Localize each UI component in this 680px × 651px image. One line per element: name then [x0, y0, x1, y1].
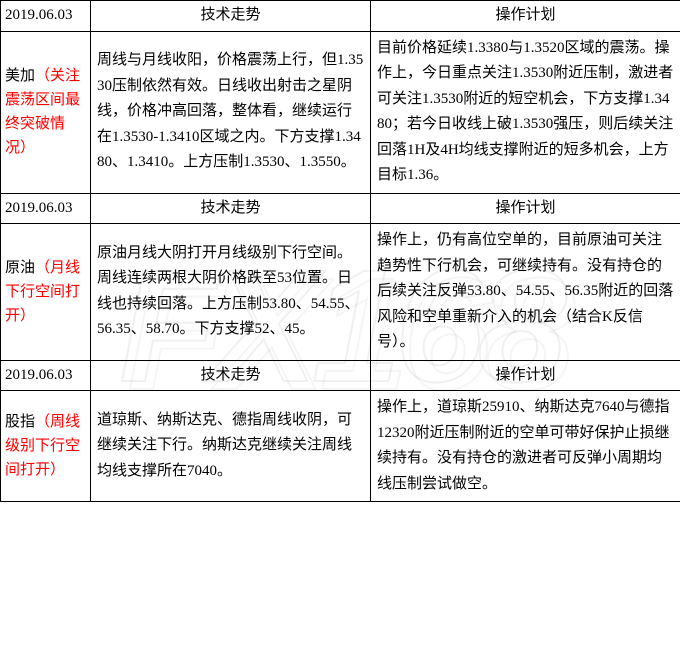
table-row: 2019.06.03 技术走势 操作计划 [1, 1, 680, 32]
document-wrap: 2019.06.03 技术走势 操作计划 美加（关注震荡区间最终突破情况） 周线… [0, 0, 680, 651]
date-cell: 2019.06.03 [1, 360, 91, 391]
tech-header: 技术走势 [91, 1, 371, 32]
tech-header: 技术走势 [91, 193, 371, 224]
analysis-table: 2019.06.03 技术走势 操作计划 美加（关注震荡区间最终突破情况） 周线… [0, 0, 680, 502]
plan-cell: 目前价格延续1.3380与1.3520区域的震荡。操作上，今日重点关注1.353… [371, 31, 680, 193]
instrument-label: 股指（周线级别下行空间打开） [1, 391, 91, 502]
tech-cell: 原油月线大阴打开月线级别下行空间。周线连续两根大阴价格跌至53位置。日线也持续回… [91, 224, 371, 361]
table-row: 美加（关注震荡区间最终突破情况） 周线与月线收阳，价格震荡上行，但1.3530压… [1, 31, 680, 193]
tech-header: 技术走势 [91, 360, 371, 391]
instrument-name: 股指 [5, 414, 35, 430]
plan-header: 操作计划 [371, 193, 680, 224]
plan-cell: 操作上，道琼斯25910、纳斯达克7640与德指12320附近压制附近的空单可带… [371, 391, 680, 502]
date-cell: 2019.06.03 [1, 193, 91, 224]
plan-header: 操作计划 [371, 360, 680, 391]
tech-cell: 道琼斯、纳斯达克、德指周线收阴，可继续关注下行。纳斯达克继续关注周线均线支撑所在… [91, 391, 371, 502]
instrument-label: 原油（月线下行空间打开） [1, 224, 91, 361]
instrument-name: 原油 [5, 260, 35, 276]
table-row: 2019.06.03 技术走势 操作计划 [1, 360, 680, 391]
plan-header: 操作计划 [371, 1, 680, 32]
tech-cell: 周线与月线收阳，价格震荡上行，但1.3530压制依然有效。日线收出射击之星阴线，… [91, 31, 371, 193]
date-cell: 2019.06.03 [1, 1, 91, 32]
table-row: 2019.06.03 技术走势 操作计划 [1, 193, 680, 224]
plan-cell: 操作上，仍有高位空单的，目前原油可关注趋势性下行机会，可继续持有。没有持仓的后续… [371, 224, 680, 361]
table-row: 原油（月线下行空间打开） 原油月线大阴打开月线级别下行空间。周线连续两根大阴价格… [1, 224, 680, 361]
table-row: 股指（周线级别下行空间打开） 道琼斯、纳斯达克、德指周线收阴，可继续关注下行。纳… [1, 391, 680, 502]
instrument-name: 美加 [5, 68, 35, 84]
instrument-label: 美加（关注震荡区间最终突破情况） [1, 31, 91, 193]
